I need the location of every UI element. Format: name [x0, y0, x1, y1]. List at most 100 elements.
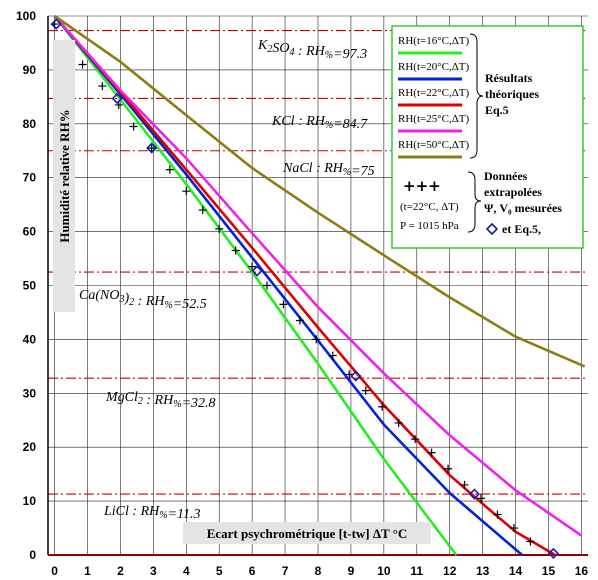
extrapolated-point-14 [295, 316, 304, 325]
measured-point-2 [146, 142, 158, 154]
extrapolated-point-16 [328, 351, 337, 360]
measured-point-6 [547, 547, 560, 560]
measured-point-3 [251, 265, 263, 277]
legend-group2-line2: extrapolées [484, 185, 542, 199]
y-tick-label-60: 60 [23, 225, 37, 239]
x-tick-label-6: 6 [249, 564, 256, 578]
extrapolated-point-1 [78, 60, 87, 69]
extrapolated-point-22 [427, 448, 436, 457]
x-tick-label-2: 2 [117, 564, 124, 578]
legend-diamond-marker [485, 222, 499, 236]
reference-label-5: LiCl : RH%=11.3 [103, 504, 201, 522]
extrapolated-point-6 [165, 165, 174, 174]
extrapolated-point-18 [361, 386, 370, 395]
tick-labels: 0 1 2 3 4 5 6 7 8 9 10 11 12 13 14 15 160102030405060708… [16, 9, 588, 578]
measured-point-5 [468, 488, 481, 500]
y-axis-label-box [53, 40, 75, 312]
extrapolated-point-25 [476, 494, 485, 503]
y-axis-label-group: Humidité relative RH% [53, 40, 75, 312]
x-axis-label-box [183, 522, 431, 544]
extrapolated-point-9 [215, 224, 224, 233]
y-tick-label-50: 50 [23, 279, 37, 293]
reference-label-0: K2SO4 : RH%=97.3 [257, 38, 367, 62]
legend-group1-line1: Résultats [485, 71, 533, 85]
series-line-4 [53, 14, 586, 368]
extrapolated-point-28 [526, 537, 535, 546]
extrapolated-point-12 [262, 281, 271, 290]
legend-box [391, 25, 584, 249]
reference-label-2: NaCl : RH%=75 [282, 161, 375, 179]
extrapolated-point-23 [444, 464, 453, 473]
extrapolated-point-26 [493, 510, 502, 519]
legend-brace-2 [467, 171, 482, 233]
reference-annotations: K2SO4 : RH%=97.3 KCl : RH%=84.7 NaCl : RH%… [79, 38, 375, 522]
reference-label-1: KCl : RH%=84.7 [271, 114, 368, 132]
y-tick-label-70: 70 [23, 171, 37, 185]
extrapolated-point-13 [279, 300, 288, 309]
x-tick-label-5: 5 [216, 564, 223, 578]
legend-extrap-marker: +++ [403, 177, 441, 195]
legend-label-1: RH(t=20°C,ΔT) [398, 61, 469, 73]
extrapolated-point-27 [509, 524, 518, 533]
legend-label-0: RH(t=16°C,ΔT) [398, 35, 469, 47]
legend-items: RH(t=16°C,ΔT) RH(t=20°C,ΔT) RH(t=22°C,ΔT) R… [398, 35, 469, 159]
x-tick-label-1: 1 [84, 564, 91, 578]
legend-extrap-label: (t=22°C, ΔT) [400, 201, 459, 213]
legend-pressure: P = 1015 hPa [400, 220, 459, 232]
extrapolated-point-11 [248, 262, 257, 271]
x-tick-label-4: 4 [183, 564, 190, 578]
measured-point-1 [111, 92, 123, 105]
markers-group [50, 18, 560, 560]
series-group [53, 14, 586, 557]
x-tick-label-9: 9 [348, 564, 355, 578]
extrapolated-point-10 [231, 246, 240, 255]
legend-label-3: RH(t=25°C,ΔT) [398, 113, 469, 125]
x-tick-label-10: 10 [377, 564, 391, 578]
legend-label-2: RH(t=22°C,ΔT) [398, 87, 469, 99]
legend-group1-line2: théoriques [485, 87, 539, 101]
extrapolated-point-19 [378, 402, 387, 411]
extrapolated-point-8 [198, 206, 207, 215]
legend: RH(t=16°C,ΔT) RH(t=20°C,ΔT) RH(t=22°C,ΔT) R… [391, 25, 584, 249]
y-tick-label-40: 40 [23, 332, 37, 346]
legend-brace-1 [469, 33, 484, 159]
legend-label-4: RH(t=50°C,ΔT) [398, 139, 469, 151]
legend-group1-line3: Eq.5 [485, 103, 509, 117]
axes [47, 16, 588, 556]
x-tick-label-14: 14 [509, 564, 523, 578]
x-axis-label: Ecart psychrométrique [t-tw] ΔT °C [207, 526, 408, 541]
measured-point-4 [350, 370, 362, 382]
x-tick-label-15: 15 [542, 564, 556, 578]
extrapolated-point-7 [182, 187, 191, 196]
extrapolated-point-5 [147, 144, 156, 153]
extrapolated-point-24 [460, 480, 469, 489]
y-tick-label-0: 0 [29, 548, 36, 562]
y-axis-label: Humidité relative RH% [57, 109, 72, 242]
extrapolated-point-15 [312, 335, 321, 344]
x-tick-label-8: 8 [315, 564, 322, 578]
reference-label-4: MgCl2 : RH%=32.8 [105, 390, 216, 411]
y-tick-label-90: 90 [23, 63, 37, 77]
y-tick-label-100: 100 [16, 9, 36, 23]
measured-point-0 [50, 18, 62, 30]
legend-group2-line1: Données [484, 169, 528, 183]
x-tick-label-11: 11 [410, 564, 423, 578]
x-tick-label-12: 12 [443, 564, 457, 578]
series-line-1 [53, 15, 523, 556]
x-tick-label-3: 3 [150, 564, 157, 578]
extrapolated-point-2 [98, 82, 107, 91]
y-tick-label-30: 30 [23, 386, 37, 400]
x-axis-label-group: Ecart psychrométrique [t-tw] ΔT °C [183, 522, 431, 544]
series-line-3 [53, 15, 583, 537]
reference-label-3: Ca(NO3)2 : RH%=52.5 [79, 288, 207, 312]
legend-group2-line4: et Eq.5, [502, 222, 541, 236]
extrapolated-point-20 [394, 418, 403, 427]
series-line-2 [53, 15, 556, 557]
extrapolated-point-4 [129, 122, 138, 131]
x-tick-label-7: 7 [282, 564, 289, 578]
extrapolated-point-21 [411, 435, 420, 444]
x-tick-label-13: 13 [476, 564, 490, 578]
legend-group2-line3: Ψ, V₀ mesurées [484, 201, 562, 215]
y-tick-label-20: 20 [23, 440, 37, 454]
